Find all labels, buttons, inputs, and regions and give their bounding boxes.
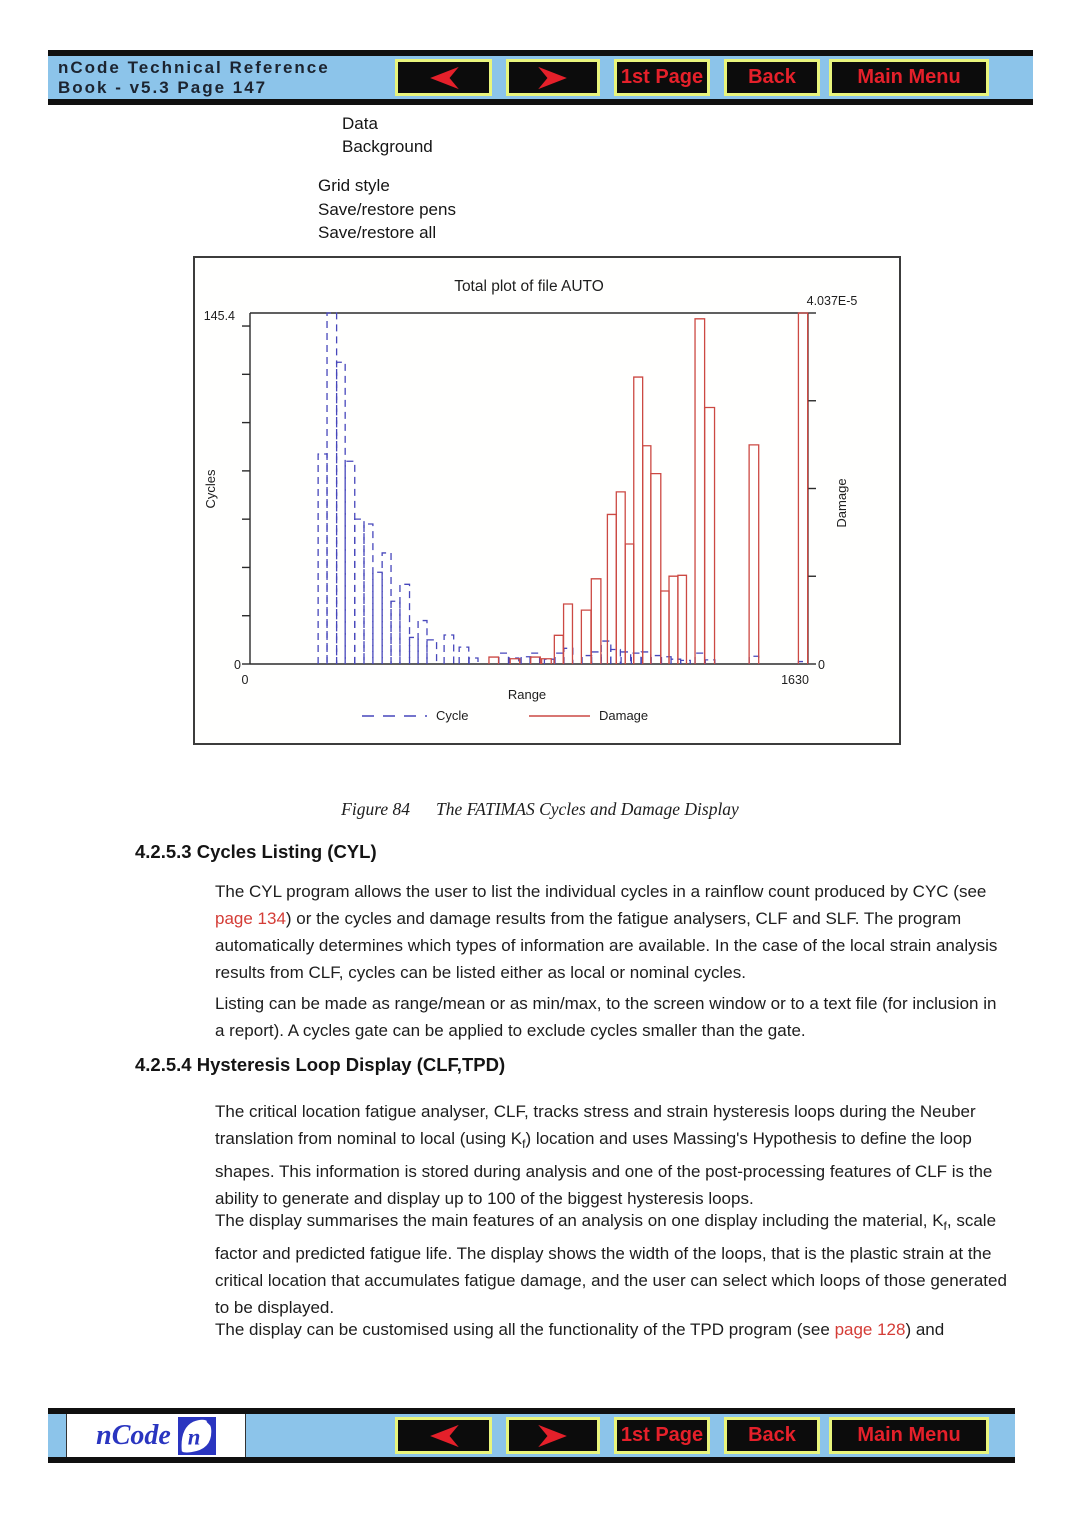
header-bar: nCode Technical Reference Book - v5.3 Pa… [48,50,1033,105]
paragraph-text: , scale factor and predicted fatigue lif… [215,1211,1007,1317]
paragraph-text: The critical location fatigue analyser, … [215,1102,976,1148]
svg-text:0: 0 [234,658,241,672]
menu-item-save-restore-all: Save/restore all [318,223,437,242]
cycles-damage-chart: Total plot of file AUTO 4.037E-5 145.4 0 0 0 1… [193,256,901,745]
paragraph-text: ) and [905,1320,945,1339]
main-menu-button[interactable]: Main Menu [829,59,989,96]
next-page-button[interactable] [506,1417,600,1454]
menu-item-grid-style: Grid style [318,176,390,195]
svg-text:Cycle: Cycle [436,708,469,723]
kf-subscript: f [943,1219,947,1233]
paragraph-cyl-2: Listing can be made as range/mean or as … [215,994,997,1040]
svg-text:Total plot of file AUTO: Total plot of file AUTO [454,278,604,295]
svg-text:0: 0 [242,673,249,687]
ncode-logo-text: nCode [96,1419,171,1451]
next-page-button[interactable] [506,59,600,96]
section-heading-hysteresis-loop: 4.2.5.4 Hysteresis Loop Display (CLF,TPD… [135,1054,506,1075]
ncode-logo-icon: n [177,1416,216,1455]
svg-text:Range: Range [508,687,546,702]
svg-text:Cycles: Cycles [203,469,218,509]
svg-text:4.037E-5: 4.037E-5 [807,294,858,308]
page-128-link[interactable]: page 128 [834,1320,906,1339]
svg-text:1630: 1630 [781,673,809,687]
section-heading-cycles-listing: 4.2.5.3 Cycles Listing (CYL) [135,841,377,862]
page-134-link[interactable]: page 134 [215,909,286,928]
paragraph-text: The display summarises the main features… [215,1211,944,1230]
paragraph-clf-2: The display summarises the main features… [215,1207,1009,1321]
main-menu-button[interactable]: Main Menu [829,1417,989,1454]
paragraph-text: The CYL program allows the user to list … [215,882,987,901]
paragraph-clf-3: The display can be customised using all … [215,1316,1009,1343]
previous-page-button[interactable] [395,59,492,96]
figure-caption-text: The FATIMAS Cycles and Damage Display [436,799,739,819]
back-button[interactable]: Back [724,1417,820,1454]
arrow-left-icon [429,66,459,89]
paragraph-text: ) location and uses Massing's Hypothesis… [215,1129,993,1208]
svg-text:Damage: Damage [599,708,648,723]
document-title: nCode Technical Reference Book - v5.3 Pa… [58,58,330,98]
menu-item-background: Background [342,137,433,156]
paragraph-clf-1: The critical location fatigue analyser, … [215,1098,1009,1212]
paragraph-cyl-1: The CYL program allows the user to list … [215,878,1009,986]
svg-text:0: 0 [818,658,825,672]
menu-item-save-restore-pens: Save/restore pens [318,200,456,219]
svg-text:145.4: 145.4 [204,309,235,323]
menu-item-data: Data [342,114,378,133]
first-page-button[interactable]: 1st Page [614,59,710,96]
paragraph-text: ) or the cycles and damage results from … [215,909,998,982]
figure-caption: Figure 84 The FATIMAS Cycles and Damage D… [0,799,1080,820]
first-page-button[interactable]: 1st Page [614,1417,710,1454]
paragraph-text: The display can be customised using all … [215,1320,835,1339]
ncode-logo: nCode n [66,1414,246,1457]
footer-bar: nCode n 1st Page Back Main Menu [48,1408,1015,1463]
back-button[interactable]: Back [724,59,820,96]
arrow-right-icon [538,1424,567,1447]
kf-subscript: f [522,1137,526,1151]
arrow-left-icon [429,1424,459,1447]
arrow-right-icon [538,66,567,89]
figure-caption-label: Figure 84 [341,799,411,819]
document-title-line1: nCode Technical Reference [58,58,330,77]
document-title-line2: Book - v5.3 Page 147 [58,78,268,97]
svg-text:n: n [188,1424,201,1449]
svg-text:Damage: Damage [834,478,849,527]
previous-page-button[interactable] [395,1417,492,1454]
